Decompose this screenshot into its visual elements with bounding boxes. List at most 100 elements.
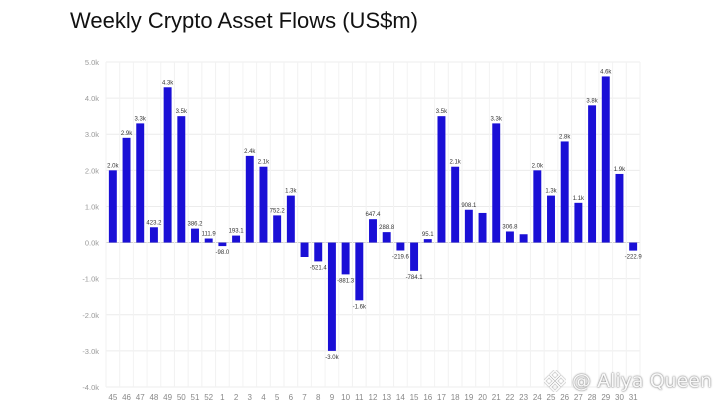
y-tick-label: 0.0k: [85, 239, 99, 248]
data-label: 3.3k: [491, 116, 503, 122]
bar: [218, 242, 227, 247]
bar: [533, 170, 542, 243]
x-tick-label: 25: [547, 393, 556, 402]
x-axis: 45 46 47 48 49 50 51 52 1 2 3 4 5 6 7 8 9 10 11 12 13 14 15 16 1…: [108, 393, 638, 402]
data-label: -521.4: [310, 265, 328, 271]
bar: [492, 123, 501, 243]
x-tick-label: 45: [108, 393, 117, 402]
x-tick-label: 2: [234, 393, 239, 402]
bar: [588, 105, 597, 243]
data-label: 193.1: [229, 229, 245, 235]
x-tick-label: 3: [248, 393, 253, 402]
y-tick-label: -3.0k: [82, 347, 99, 356]
grid-layer: [105, 61, 641, 388]
data-label: 908.1: [461, 203, 477, 209]
x-tick-label: 24: [533, 393, 542, 402]
x-tick-label: 12: [369, 393, 378, 402]
data-label: 306.8: [502, 224, 518, 230]
x-tick-label: 18: [451, 393, 460, 402]
x-tick-label: 48: [149, 393, 158, 402]
x-tick-label: 51: [191, 393, 200, 402]
bars-layer: [108, 76, 638, 351]
bar: [396, 242, 405, 251]
x-tick-label: 27: [574, 393, 583, 402]
data-label: 3.8k: [586, 98, 598, 104]
x-tick-label: 23: [519, 393, 528, 402]
y-tick-label: 4.0k: [85, 94, 99, 103]
bar: [601, 76, 610, 243]
x-tick-label: 47: [136, 393, 145, 402]
x-tick-label: 6: [289, 393, 294, 402]
data-label: -3.0k: [325, 355, 339, 361]
x-tick-label: 5: [275, 393, 280, 402]
data-label: -222.9: [625, 255, 643, 261]
x-tick-label: 26: [560, 393, 569, 402]
bar: [437, 116, 446, 243]
bar: [122, 137, 131, 243]
data-label: 3.5k: [176, 109, 188, 115]
y-tick-label: -1.0k: [82, 275, 99, 284]
data-label: 386.2: [187, 222, 203, 228]
x-tick-label: 50: [177, 393, 186, 402]
bar: [355, 242, 364, 301]
bar: [136, 123, 145, 243]
x-tick-label: 49: [163, 393, 172, 402]
bar: [451, 166, 460, 243]
x-tick-label: 22: [505, 393, 514, 402]
data-label: 2.4k: [244, 149, 256, 155]
data-label: 423.2: [146, 220, 162, 226]
x-tick-label: 52: [204, 393, 213, 402]
bar: [629, 242, 638, 251]
y-tick-label: 2.0k: [85, 166, 99, 175]
bar: [547, 195, 555, 243]
y-tick-label: 1.0k: [85, 202, 99, 211]
x-tick-label: 11: [355, 393, 364, 402]
chart-title: Weekly Crypto Asset Flows (US$m): [70, 8, 419, 33]
x-tick-label: 7: [302, 393, 307, 402]
x-tick-label: 28: [588, 393, 597, 402]
bar: [341, 242, 350, 275]
data-label: 1.3k: [545, 189, 557, 195]
bar: [560, 141, 569, 243]
watermark: @ Aliya Queen: [544, 370, 712, 392]
data-label: 2.1k: [449, 160, 461, 166]
x-tick-label: 31: [629, 393, 638, 402]
y-tick-label: 3.0k: [85, 130, 99, 139]
data-label: 2.8k: [559, 134, 571, 140]
binance-square-logo-icon: [544, 370, 567, 392]
bar: [300, 242, 309, 257]
x-tick-label: 1: [220, 393, 225, 402]
x-tick-label: 30: [615, 393, 624, 402]
x-tick-label: 46: [122, 393, 131, 402]
data-label: 3.3k: [135, 116, 147, 122]
y-tick-label: -2.0k: [82, 311, 99, 320]
bar: [108, 170, 117, 243]
data-label: -881.3: [337, 278, 355, 284]
bar: [149, 227, 158, 243]
x-tick-label: 4: [261, 393, 266, 402]
y-axis: 5.0k 4.0k 3.0k 2.0k 1.0k 0.0k -1.0k -2.0k -3.0k -…: [82, 58, 99, 392]
data-label: -219.6: [392, 254, 410, 260]
data-label: 4.6k: [600, 69, 612, 75]
data-label: 288.8: [379, 225, 395, 231]
bar: [314, 242, 323, 262]
x-tick-label: 13: [382, 393, 391, 402]
data-label: 4.3k: [162, 80, 174, 86]
bar: [163, 87, 172, 243]
data-label: 2.0k: [107, 163, 119, 169]
y-tick-label: -4.0k: [82, 383, 99, 392]
data-label: -784.1: [406, 275, 424, 281]
x-tick-label: 17: [437, 393, 446, 402]
x-tick-label: 20: [478, 393, 487, 402]
x-tick-label: 14: [396, 393, 405, 402]
x-tick-label: 21: [492, 393, 501, 402]
data-label: -1.6k: [353, 304, 367, 310]
bar: [410, 242, 419, 271]
x-tick-label: 19: [464, 393, 473, 402]
watermark-text: @ Aliya Queen: [572, 370, 712, 392]
bar: [519, 234, 528, 243]
data-label: 2.9k: [121, 131, 133, 137]
bar: [327, 242, 336, 351]
data-label: -98.0: [216, 250, 230, 256]
bar: [505, 231, 514, 243]
